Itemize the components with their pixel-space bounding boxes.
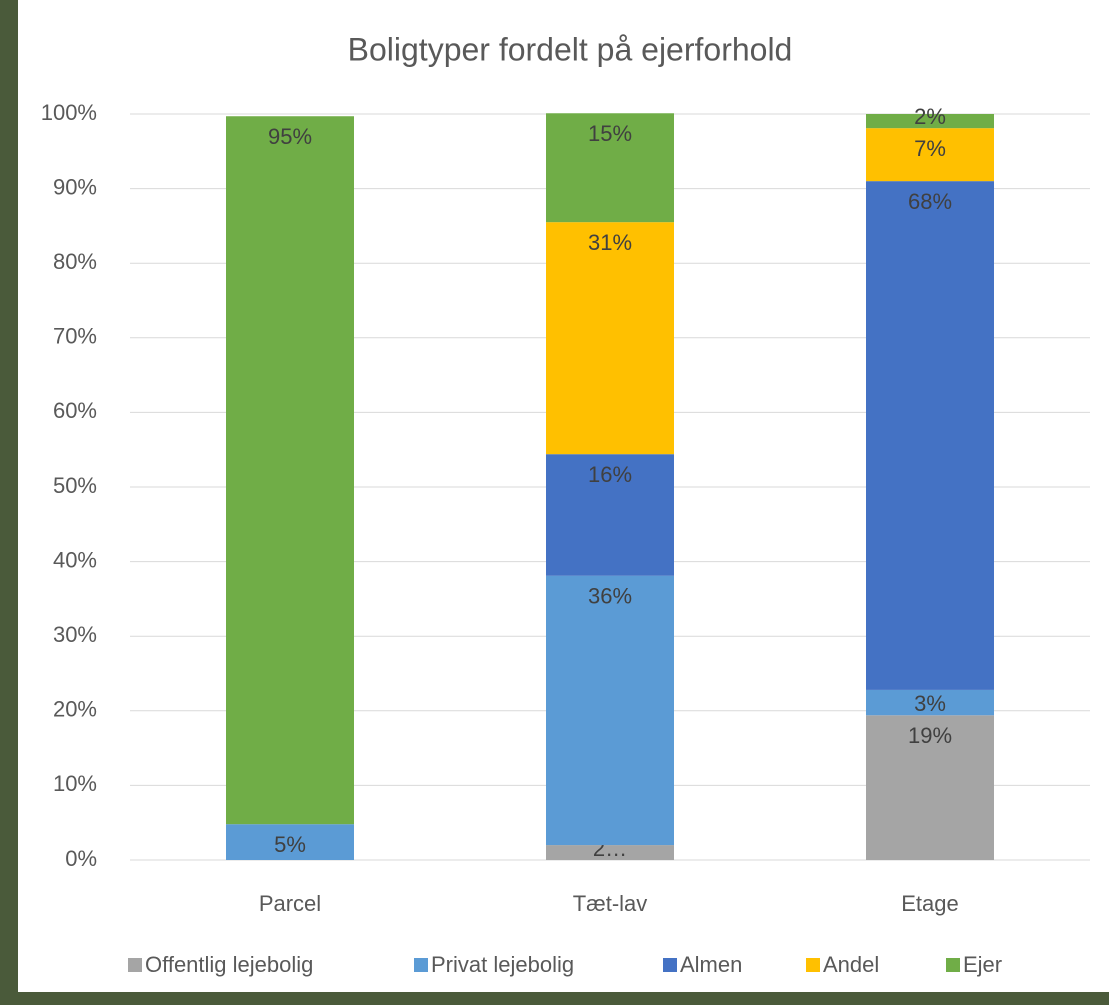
y-tick-label: 100% <box>41 100 97 125</box>
data-label: 16% <box>588 462 632 487</box>
legend-label: Offentlig lejebolig <box>145 952 313 977</box>
chart-title: Boligtyper fordelt på ejerforhold <box>348 31 793 67</box>
legend-label: Almen <box>680 952 742 977</box>
bar-segment <box>546 113 674 223</box>
y-tick-label: 40% <box>53 547 97 572</box>
legend-swatch <box>946 958 960 972</box>
y-tick-label: 0% <box>65 846 97 871</box>
bar-segment <box>546 845 674 860</box>
data-label: 7% <box>914 136 946 161</box>
bar-segment <box>866 128 994 182</box>
bar-segment <box>546 454 674 576</box>
data-label: 15% <box>588 121 632 146</box>
y-tick-label: 70% <box>53 324 97 349</box>
y-tick-label: 10% <box>53 771 97 796</box>
bar-segment <box>546 575 674 846</box>
y-tick-label: 60% <box>53 398 97 423</box>
legend-swatch <box>414 958 428 972</box>
x-tick-label: Parcel <box>259 891 321 916</box>
data-label: 5% <box>274 832 306 857</box>
legend-swatch <box>806 958 820 972</box>
data-label: 31% <box>588 230 632 255</box>
data-label: 95% <box>268 124 312 149</box>
legend-swatch <box>663 958 677 972</box>
y-tick-label: 50% <box>53 473 97 498</box>
y-tick-label: 20% <box>53 697 97 722</box>
legend-label: Privat lejebolig <box>431 952 574 977</box>
data-label: 19% <box>908 723 952 748</box>
data-label: 2% <box>914 104 946 129</box>
x-tick-label: Etage <box>901 891 959 916</box>
bar-segment <box>866 114 994 129</box>
legend-swatch <box>128 958 142 972</box>
y-tick-label: 80% <box>53 249 97 274</box>
legend-label: Andel <box>823 952 879 977</box>
legend-label: Ejer <box>963 952 1002 977</box>
bar-segment <box>546 222 674 455</box>
bar-segment <box>866 715 994 860</box>
bar-segment <box>226 116 354 825</box>
bar-segment <box>226 824 354 860</box>
x-tick-label: Tæt-lav <box>573 891 648 916</box>
bar-segment <box>866 181 994 690</box>
data-label: 68% <box>908 189 952 214</box>
y-tick-label: 90% <box>53 174 97 199</box>
data-label: 3% <box>914 691 946 716</box>
bar-segment <box>866 689 994 716</box>
data-label: 36% <box>588 584 632 609</box>
y-tick-label: 30% <box>53 622 97 647</box>
